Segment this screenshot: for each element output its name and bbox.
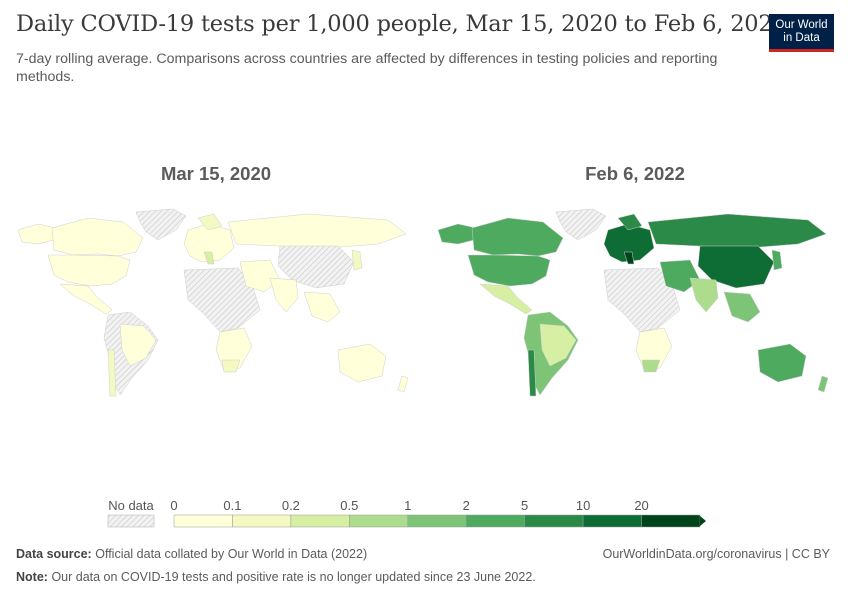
africa-south[interactable]	[215, 327, 253, 371]
footer-source: Data source: Official data collated by O…	[16, 547, 367, 561]
mexico[interactable]	[59, 283, 113, 315]
legend-bin-3[interactable]	[349, 514, 409, 528]
south-africa[interactable]	[641, 359, 661, 373]
legend-bin-2[interactable]	[290, 514, 350, 528]
legend-bin-0[interactable]	[173, 514, 233, 528]
alaska[interactable]	[437, 223, 477, 245]
legend-bin-6[interactable]	[524, 514, 584, 528]
legend-bin-8[interactable]	[641, 514, 701, 528]
legend-bin-1[interactable]	[232, 514, 292, 528]
greenland[interactable]	[135, 208, 187, 241]
italy[interactable]	[623, 251, 635, 265]
source-label: Data source:	[16, 547, 92, 561]
chart-subtitle: 7-day rolling average. Comparisons acros…	[16, 51, 718, 85]
legend-no-data-swatch[interactable]	[107, 514, 155, 528]
note-label: Note:	[16, 570, 48, 584]
australia[interactable]	[757, 343, 807, 383]
brazil[interactable]	[119, 323, 157, 367]
chile[interactable]	[527, 349, 537, 397]
legend-arrow	[700, 516, 706, 526]
japan-korea[interactable]	[771, 249, 783, 271]
legend-no-data-label: No data	[108, 498, 154, 513]
legend-tick-label: 20	[634, 498, 648, 513]
usa[interactable]	[467, 254, 551, 287]
africa-south[interactable]	[635, 327, 673, 371]
legend-tick-label: 2	[463, 498, 470, 513]
russia[interactable]	[647, 213, 827, 249]
india[interactable]	[269, 277, 299, 313]
legend-tick-label: 0	[170, 498, 177, 513]
alaska[interactable]	[17, 223, 57, 245]
map-left-date-label: Mar 15, 2020	[160, 163, 272, 184]
legend-tick-label: 0.5	[340, 498, 358, 513]
legend-tick-label: 0.1	[223, 498, 241, 513]
southeast-asia[interactable]	[303, 291, 341, 323]
source-text: Official data collated by Our World in D…	[95, 547, 368, 561]
scandinavia[interactable]	[197, 213, 223, 231]
southeast-asia[interactable]	[723, 291, 761, 323]
india[interactable]	[689, 277, 719, 313]
owid-logo[interactable]: Our World in Data	[769, 14, 834, 52]
legend-tick-label: 5	[521, 498, 528, 513]
world-map-feb-2022[interactable]	[428, 200, 848, 420]
chile[interactable]	[107, 349, 117, 397]
russia[interactable]	[227, 213, 407, 249]
scandinavia[interactable]	[617, 213, 643, 231]
legend-bin-5[interactable]	[465, 514, 525, 528]
new-zealand[interactable]	[397, 375, 409, 393]
legend-tick-label: 0.2	[282, 498, 300, 513]
color-legend: No data 0 0.1 0.2 0.5 1 2 5 10 20	[107, 498, 706, 528]
australia[interactable]	[337, 343, 387, 383]
canada[interactable]	[471, 217, 564, 257]
footer-url-link[interactable]: OurWorldinData.org/coronavirus | CC BY	[602, 547, 830, 561]
logo-line-1: Our World	[775, 19, 828, 31]
logo-line-2: in Data	[783, 31, 820, 44]
world-map-mar-2020[interactable]	[8, 200, 428, 420]
canada[interactable]	[51, 217, 144, 257]
footer-note: Note: Our data on COVID-19 tests and pos…	[16, 570, 536, 584]
legend-bin-4[interactable]	[407, 514, 467, 528]
note-text: Our data on COVID-19 tests and positive …	[51, 570, 536, 584]
legend-tick-label: 10	[576, 498, 590, 513]
china[interactable]	[697, 245, 775, 289]
japan-korea[interactable]	[351, 249, 363, 271]
italy[interactable]	[203, 251, 215, 265]
new-zealand[interactable]	[817, 375, 829, 393]
chart-title: Daily COVID-19 tests per 1,000 people, M…	[16, 11, 787, 37]
greenland[interactable]	[555, 208, 607, 241]
legend-bin-7[interactable]	[582, 514, 642, 528]
mexico[interactable]	[479, 283, 533, 315]
south-africa[interactable]	[221, 359, 241, 373]
legend-tick-label: 1	[404, 498, 411, 513]
map-right-date-label: Feb 6, 2022	[585, 163, 685, 184]
brazil[interactable]	[539, 323, 577, 367]
usa[interactable]	[47, 254, 131, 287]
china[interactable]	[277, 245, 355, 289]
